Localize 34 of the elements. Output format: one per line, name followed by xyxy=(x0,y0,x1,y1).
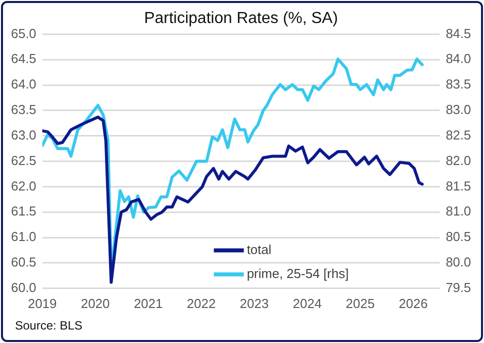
x-tick-label: 2022 xyxy=(186,296,216,311)
y2-tick-label: 81.5 xyxy=(446,178,472,194)
y-tick-label: 64.5 xyxy=(10,51,36,66)
y-tick-label: 62.5 xyxy=(10,152,36,168)
chart-title: Participation Rates (%, SA) xyxy=(144,10,338,28)
legend-label: prime, 25-54 [rhs] xyxy=(246,266,349,281)
legend-label: total xyxy=(246,242,272,257)
y2-tick-label: 79.5 xyxy=(446,280,472,295)
y2-tick-label: 82.0 xyxy=(446,152,472,168)
y-tick-label: 60.5 xyxy=(10,254,36,270)
x-tick-label: 2026 xyxy=(398,296,428,311)
y-tick-label: 63.5 xyxy=(10,102,36,118)
y-tick-label: 63.0 xyxy=(10,127,36,142)
y-tick-label: 65.0 xyxy=(10,26,36,41)
y2-tick-label: 81.0 xyxy=(446,204,472,219)
x-tick-label: 2023 xyxy=(240,296,269,311)
x-tick-label: 2020 xyxy=(80,296,110,311)
source-note: Source: BLS xyxy=(15,318,82,332)
y-tick-label: 60.0 xyxy=(10,280,36,295)
x-tick-label: 2019 xyxy=(28,296,57,311)
y-tick-label: 61.5 xyxy=(10,204,36,219)
y2-tick-label: 80.5 xyxy=(446,229,472,244)
y2-tick-label: 82.5 xyxy=(446,127,472,142)
y2-tick-label: 84.5 xyxy=(446,26,472,41)
y-tick-label: 64.0 xyxy=(10,76,36,92)
x-tick-label: 2021 xyxy=(134,296,163,311)
y-tick-label: 61.0 xyxy=(10,229,36,244)
y-tick-label: 62.0 xyxy=(10,178,36,194)
x-tick-label: 2024 xyxy=(292,296,322,311)
y2-tick-label: 84.0 xyxy=(446,51,472,66)
y2-tick-label: 83.5 xyxy=(446,76,472,92)
x-tick-label: 2025 xyxy=(346,296,375,311)
y2-tick-label: 80.0 xyxy=(446,254,472,270)
y2-tick-label: 83.0 xyxy=(446,102,472,118)
